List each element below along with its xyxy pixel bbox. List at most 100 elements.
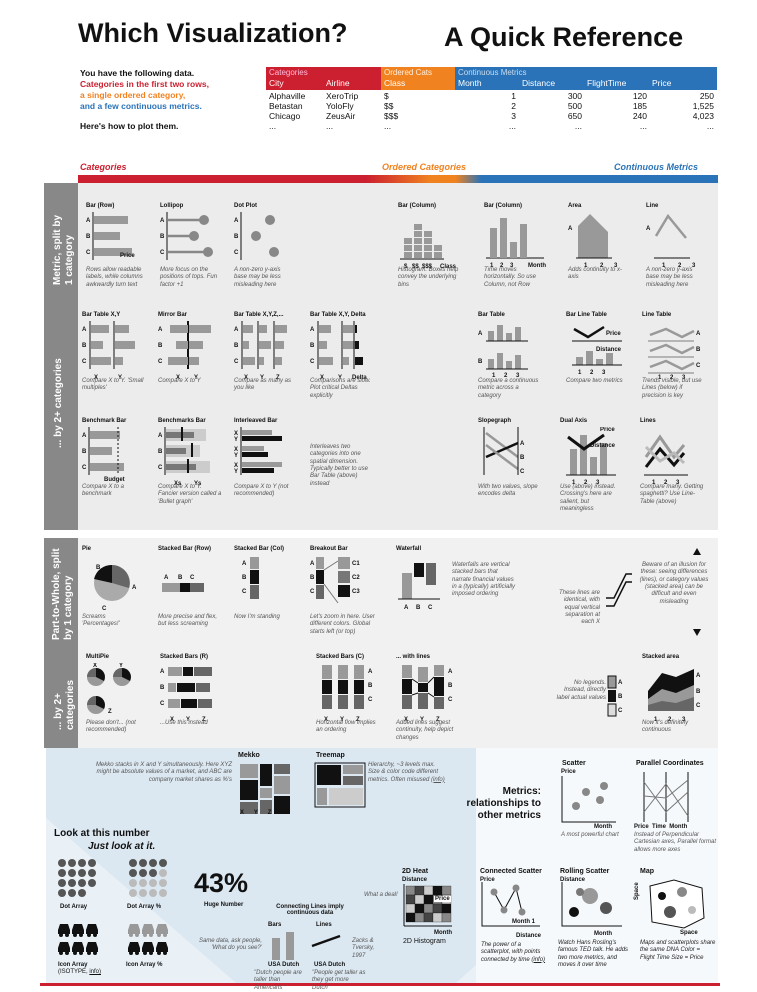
chart-caption: Please don't... (not recommended): [86, 720, 136, 734]
chart-title: ... with lines: [396, 654, 431, 660]
mini-chart: A B C X Y: [158, 321, 211, 381]
footer-line: [40, 983, 720, 986]
svg-text:Z: Z: [356, 717, 360, 723]
svg-text:C: C: [618, 708, 623, 714]
svg-text:C: C: [158, 359, 163, 365]
svg-text:A: A: [368, 669, 373, 675]
svg-text:C: C: [368, 697, 373, 703]
svg-text:1: 1: [584, 263, 588, 269]
chart-title: Line Table: [642, 312, 672, 318]
svg-text:2: 2: [590, 370, 594, 376]
svg-text:C: C: [86, 250, 91, 256]
table-cell: 500: [567, 101, 582, 111]
chart-title: Area: [568, 203, 582, 209]
chart-title: Stacked Bars (R): [160, 654, 209, 660]
label-metric1: Metric, split by 1 category: [52, 214, 75, 285]
number-title: Look at this number: [54, 828, 150, 839]
svg-text:Y: Y: [234, 437, 238, 443]
svg-text:3: 3: [676, 480, 680, 486]
chart-title: Breakout Bar: [310, 546, 348, 552]
connected-caption: The power of a scatterplot, with points …: [481, 942, 546, 963]
table-cell: ...: [269, 121, 277, 131]
svg-text:3: 3: [614, 263, 618, 269]
svg-text:Month: Month: [528, 263, 546, 269]
svg-text:C: C: [234, 250, 239, 256]
mini-chart: A B C Budget: [82, 427, 125, 483]
svg-text:Y: Y: [119, 663, 123, 669]
chart-title: Dot Plot: [234, 203, 257, 209]
bottom-overlay: [46, 748, 718, 983]
no-legend-note: No legends. Instead, directly label actu…: [556, 680, 606, 701]
svg-text:B: B: [242, 575, 247, 581]
svg-text:B: B: [478, 359, 483, 365]
svg-text:$$$: $$$: [422, 264, 433, 270]
chart-caption: Trends visible, but use Lines (below) if…: [642, 378, 702, 399]
chart-caption: Screams 'Percentages!': [82, 614, 120, 628]
band-ordered: Ordered Categories: [382, 162, 467, 172]
svg-text:2: 2: [670, 375, 674, 381]
svg-text:X: X: [176, 375, 180, 381]
svg-text:3: 3: [510, 263, 514, 269]
chart-title: Line: [646, 203, 659, 209]
svg-text:A: A: [310, 561, 315, 567]
huge-number: 43%: [194, 868, 249, 898]
map-caption: Maps and scatterplots share the same DNA…: [640, 940, 716, 961]
chart-title: Dual Axis: [560, 418, 588, 424]
mini-chart: A B C X Y Z: [234, 321, 287, 381]
mini-chart: $ $$ $$$ Class: [400, 224, 457, 270]
svg-text:Z: Z: [202, 717, 206, 723]
mini-chart: A B C Xs Ys: [158, 427, 210, 487]
svg-text:X: X: [94, 375, 98, 381]
scatter-chart: [561, 776, 616, 823]
svg-text:B: B: [310, 343, 315, 349]
chart-caption: Now it's definitely continuous: [642, 720, 689, 734]
svg-text:X: X: [234, 447, 238, 453]
svg-text:Z: Z: [436, 717, 440, 723]
chart-title: Slopegraph: [478, 418, 512, 424]
chart-caption: Compare X to Y. 'Small multiples': [82, 378, 144, 392]
svg-text:3: 3: [596, 480, 600, 486]
rolling-chart: [561, 882, 622, 927]
connected-title: Connected Scatter: [480, 868, 542, 875]
svg-text:B: B: [234, 343, 239, 349]
mini-chart: A B C: [398, 563, 440, 611]
mini-chart: A B C: [162, 575, 204, 592]
svg-text:A: A: [568, 226, 573, 232]
interleave-note: Interleaves two categories into one spat…: [310, 444, 368, 487]
chart-caption: Rows allow readable labels, while column…: [86, 267, 143, 288]
icon-array-pct-chart: [128, 924, 168, 955]
dot-array-chart: [58, 859, 96, 897]
table-cell: 250: [699, 91, 714, 101]
connected-chart: [481, 882, 540, 927]
chart-caption: Compare X to Y: [158, 378, 201, 384]
table-cell: YoloFly: [326, 101, 354, 111]
svg-text:Y: Y: [340, 717, 344, 723]
svg-text:X: X: [324, 717, 328, 723]
svg-text:1: 1: [652, 480, 656, 486]
svg-text:B: B: [520, 455, 525, 461]
svg-text:A: A: [520, 441, 525, 447]
svg-text:X: X: [244, 375, 248, 381]
svg-text:A: A: [160, 669, 165, 675]
svg-text:A: A: [164, 575, 169, 581]
svg-text:X: X: [93, 663, 97, 669]
chart-caption: Comparisons are slow. Plot critical Delt…: [310, 378, 371, 399]
svg-text:Y: Y: [420, 717, 424, 723]
svg-text:B: B: [82, 343, 87, 349]
svg-text:A: A: [478, 331, 483, 337]
chart-caption: Histogram. Boxes help convey the underly…: [398, 267, 459, 288]
mekko-chart: [240, 764, 290, 814]
table-cell: ...: [326, 121, 334, 131]
svg-text:C: C: [82, 359, 87, 365]
svg-text:A: A: [242, 561, 247, 567]
dot-array-label: Dot Array: [60, 904, 88, 910]
svg-text:Y: Y: [186, 717, 190, 723]
map-chart: [649, 879, 705, 929]
chart-title: Bar Table: [478, 312, 505, 318]
table-cell: 3: [511, 111, 516, 121]
chart-caption: Added lines suggest continuity, help dep…: [396, 720, 454, 741]
table-cell: 1: [511, 91, 516, 101]
svg-text:2: 2: [600, 263, 604, 269]
svg-text:X: X: [320, 375, 324, 381]
chart-title: Lines: [640, 418, 656, 424]
